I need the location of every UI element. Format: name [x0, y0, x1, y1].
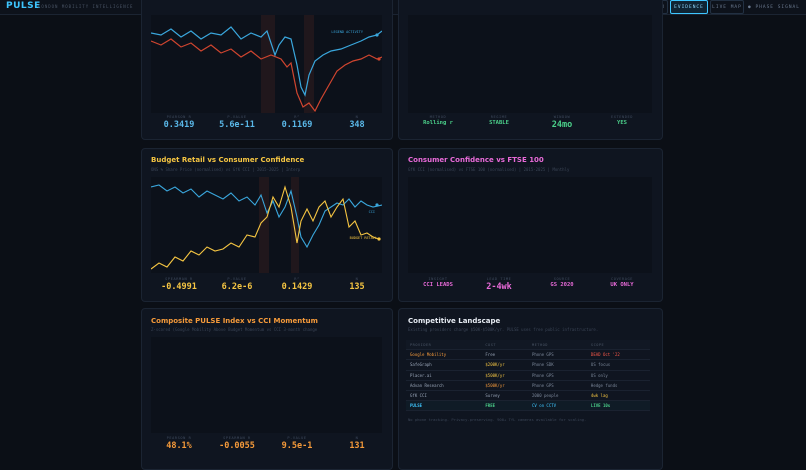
panel-title: Composite PULSE Index vs CCI Momentum: [151, 317, 318, 325]
stat-window: WINDOW 24mo: [551, 115, 573, 130]
series-red-endpoint: [377, 57, 381, 61]
panel-subtitle: ONS % Share Price (normalised) vs GfK CC…: [151, 167, 301, 172]
chart-composite: [151, 337, 382, 433]
stat-spearman: SPEARMAN R -0.4991: [161, 277, 197, 292]
series-cci-line: [150, 184, 383, 249]
shaded-region: [291, 177, 299, 273]
chart-mobility: LEGEND ACTIVITY: [150, 15, 383, 113]
app-tagline: LONDON MOBILITY INTELLIGENCE: [38, 4, 134, 9]
panel-competitive-landscape: Competitive Landscape Existing providers…: [398, 308, 663, 470]
shaded-region: [304, 15, 314, 113]
table-row-pulse: PULSE FREE CV on CCTV LIVE 10s: [406, 400, 650, 412]
stat-n: N 348: [349, 115, 365, 130]
stat-n: N 135: [349, 277, 365, 292]
shaded-region: [259, 177, 269, 273]
stat-pearson: PEARSON R 48.1%: [166, 436, 192, 451]
panel-subtitle: GfK CCI (normalised) vs FTSE 100 (normal…: [408, 167, 570, 172]
tab-evidence[interactable]: EVIDENCE: [670, 0, 708, 14]
series-budget-retail-line: [150, 185, 380, 270]
panel-composite-pulse: Composite PULSE Index vs CCI Momentum Z-…: [141, 308, 393, 470]
stat-source: SOURCE GS 2020: [550, 277, 574, 288]
stat-regime: REGIME STABLE: [489, 115, 509, 126]
stat-spearman: SPEARMAN R -0.0055: [219, 436, 255, 451]
panel-budget-retail: Budget Retail vs Consumer Confidence ONS…: [141, 148, 393, 302]
stat-pvalue: P-VALUE 9.5e-1: [281, 436, 313, 451]
chart-budget-retail: CCI BUDGET RETAIL: [150, 177, 383, 273]
stat-pearson: PEARSON R 0.3419: [163, 115, 195, 130]
series-budget-endpoint: [377, 237, 381, 241]
panel-rolling-correlation: METHOD Rolling r REGIME STABLE WINDOW 24mo …: [398, 0, 663, 140]
table-header: PROVIDER COST METHOD SCOPE: [406, 340, 650, 351]
footer-note: No phone tracking. Privacy-preserving. 9…: [408, 417, 587, 422]
app-logo: PULSE: [6, 1, 41, 11]
table-row: Placer.ai $500K/yr Phone GPS US only: [406, 370, 650, 381]
table-row: Google Mobility Free Phone GPS DEAD Oct '22: [406, 349, 650, 361]
chart-cci-ftse: [408, 177, 652, 273]
stat-extended: EXTENDED YES: [610, 115, 634, 126]
series-red-line: [150, 38, 383, 113]
legend-cci-label: CCI: [369, 210, 375, 214]
panel-title: Competitive Landscape: [408, 317, 501, 325]
stat-r2: R² 0.1169: [281, 115, 313, 130]
live-signal-indicator: ● PHASE SIGNAL: [748, 4, 800, 10]
panel-subtitle: Existing providers charge $50K-$500K/yr.…: [408, 327, 599, 332]
competitor-table: PROVIDER COST METHOD SCOPE Google Mobili…: [406, 340, 650, 412]
series-blue-line: [150, 26, 383, 97]
table-row: SafeGraph $200K/yr Phone SDK US focus: [406, 359, 650, 371]
table-row: GfK CCI Survey 2000 people 4wk lag: [406, 390, 650, 402]
stat-insight: INSIGHT CCI LEADS: [423, 277, 453, 288]
stat-pvalue: P-VALUE 5.6e-11: [219, 115, 255, 130]
series-blue-endpoint: [375, 33, 379, 37]
panel-subtitle: Z-scored (Google Mobility Above Budget M…: [151, 327, 318, 332]
stat-r2: R² 0.1429: [281, 277, 313, 292]
legend-budget-label: BUDGET RETAIL: [350, 236, 377, 240]
chart-rolling: [408, 15, 652, 113]
shaded-region: [261, 15, 275, 113]
panel-title: Budget Retail vs Consumer Confidence: [151, 156, 305, 164]
table-row: Advan Research $500K/yr Phone GPS Hedge fun…: [406, 380, 650, 391]
stat-coverage: COVERAGE UK ONLY: [610, 277, 634, 288]
stat-lead-time: LEAD TIME 2-4wk: [486, 277, 512, 292]
chart-mobility-svg: LEGEND ACTIVITY: [150, 15, 383, 113]
chart-budget-svg: CCI BUDGET RETAIL: [150, 177, 383, 273]
panel-mobility-correlation: LEGEND ACTIVITY PEARSON R 0.3419 P-VALUE 5…: [141, 0, 393, 140]
panel-cci-ftse: Consumer Confidence vs FTSE 100 GfK CCI …: [398, 148, 663, 302]
stat-method: METHOD Rolling r: [423, 115, 453, 126]
panel-title: Consumer Confidence vs FTSE 100: [408, 156, 544, 164]
legend-activity-label: LEGEND ACTIVITY: [331, 30, 364, 34]
stat-pvalue: P-VALUE 6.2e-6: [221, 277, 253, 292]
stat-n: N 131: [349, 436, 365, 451]
series-cci-endpoint: [375, 203, 379, 207]
tab-live-map[interactable]: LIVE MAP: [710, 0, 744, 14]
